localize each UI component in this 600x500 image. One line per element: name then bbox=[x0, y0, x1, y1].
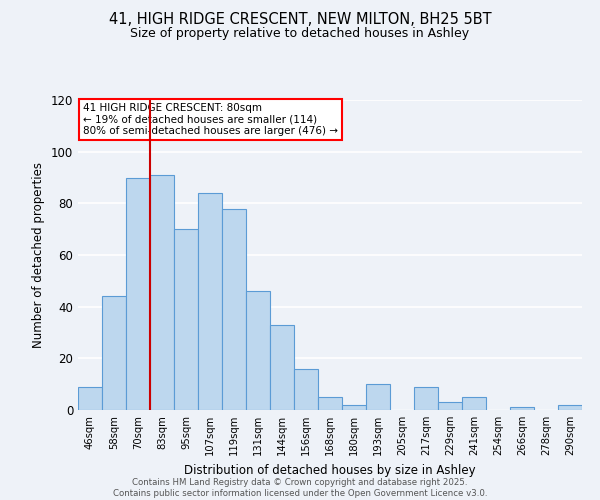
Bar bbox=[150, 175, 174, 410]
Bar bbox=[270, 325, 294, 410]
X-axis label: Distribution of detached houses by size in Ashley: Distribution of detached houses by size … bbox=[184, 464, 476, 476]
Text: Size of property relative to detached houses in Ashley: Size of property relative to detached ho… bbox=[130, 28, 470, 40]
Bar bbox=[78, 387, 102, 410]
Bar bbox=[222, 208, 246, 410]
Bar bbox=[438, 402, 462, 410]
Bar bbox=[246, 291, 270, 410]
Bar bbox=[414, 387, 438, 410]
Bar bbox=[198, 193, 222, 410]
Bar bbox=[510, 408, 534, 410]
Y-axis label: Number of detached properties: Number of detached properties bbox=[32, 162, 45, 348]
Bar bbox=[174, 229, 198, 410]
Bar bbox=[294, 368, 318, 410]
Text: 41, HIGH RIDGE CRESCENT, NEW MILTON, BH25 5BT: 41, HIGH RIDGE CRESCENT, NEW MILTON, BH2… bbox=[109, 12, 491, 28]
Bar bbox=[126, 178, 150, 410]
Bar bbox=[318, 397, 342, 410]
Bar bbox=[462, 397, 486, 410]
Bar bbox=[102, 296, 126, 410]
Bar bbox=[558, 405, 582, 410]
Bar bbox=[366, 384, 390, 410]
Text: Contains HM Land Registry data © Crown copyright and database right 2025.
Contai: Contains HM Land Registry data © Crown c… bbox=[113, 478, 487, 498]
Text: 41 HIGH RIDGE CRESCENT: 80sqm
← 19% of detached houses are smaller (114)
80% of : 41 HIGH RIDGE CRESCENT: 80sqm ← 19% of d… bbox=[83, 103, 338, 136]
Bar bbox=[342, 405, 366, 410]
